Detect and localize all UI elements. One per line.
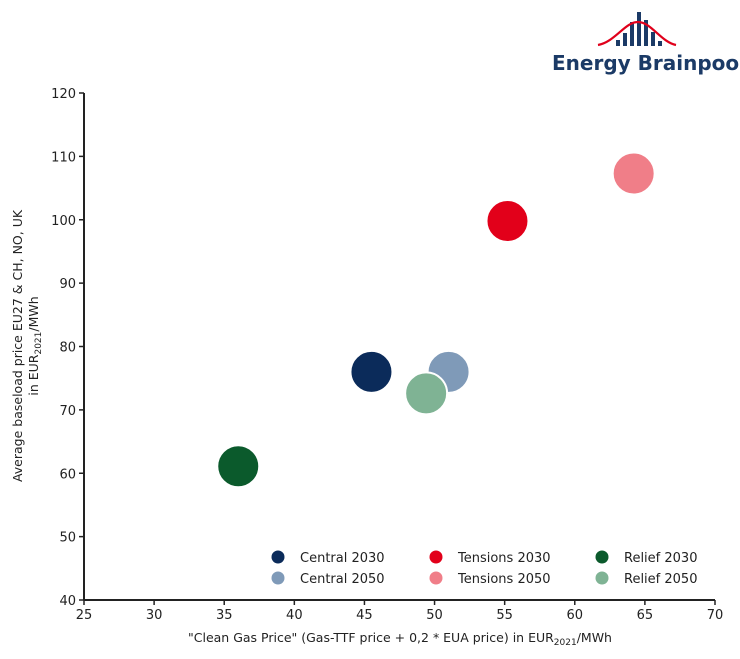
x-tick-label: 30 (146, 608, 163, 623)
x-tick-label: 35 (216, 608, 233, 623)
logo-curve-icon (597, 20, 677, 47)
legend-marker (595, 550, 609, 564)
x-tick-label: 70 (707, 608, 724, 623)
legend-label: Tensions 2030 (457, 551, 551, 566)
logo-bar (637, 12, 641, 46)
y-tick-label: 120 (51, 87, 76, 102)
legend-label: Relief 2050 (624, 572, 697, 587)
y-tick-label: 60 (59, 467, 76, 482)
logo-bar (616, 40, 620, 46)
svg-text:Average baseload price EU27 &: Average baseload price EU27 & CH, NO, UK (10, 209, 25, 482)
legend: Central 2030 Tensions 2030 Relief 2030 Cent… (271, 550, 697, 587)
legend-marker (429, 571, 443, 585)
logo-bar (651, 32, 655, 46)
legend-label: Relief 2030 (624, 551, 697, 566)
y-tick-label: 50 (59, 531, 76, 546)
y-axis-label: Average baseload price EU27 & CH, NO, UK… (10, 209, 44, 482)
logo-bar (623, 33, 627, 46)
logo-bar (630, 22, 634, 46)
y-tick-label: 90 (59, 277, 76, 292)
data-point (485, 199, 530, 244)
x-tick-label: 50 (426, 608, 443, 623)
svg-text:in EUR2021/MWh: in EUR2021/MWh (26, 296, 44, 395)
legend-label: Central 2030 (300, 551, 385, 566)
legend-label: Tensions 2050 (457, 572, 551, 587)
y-tick-label: 40 (59, 594, 76, 609)
legend-marker (271, 571, 285, 585)
y-tick-label: 110 (51, 150, 76, 165)
y-tick-label: 80 (59, 341, 76, 356)
legend-marker (429, 550, 443, 564)
data-point (611, 151, 656, 196)
x-tick-label: 25 (76, 608, 93, 623)
x-tick-label: 65 (637, 608, 654, 623)
logo-bar (658, 41, 662, 46)
x-tick-label: 40 (286, 608, 303, 623)
x-axis-label: "Clean Gas Price" (Gas-TTF price + 0,2 *… (188, 630, 612, 648)
axes: 25 30 35 40 45 50 55 60 65 70 40 50 60 70 80 90 100 110 12… (51, 87, 723, 623)
legend-label: Central 2050 (300, 572, 385, 587)
data-point (404, 371, 449, 416)
y-tick-label: 70 (59, 404, 76, 419)
data-point (216, 444, 261, 489)
logo: Energy Brainpool (552, 12, 740, 75)
data-points (216, 151, 656, 489)
legend-marker (271, 550, 285, 564)
logo-bars-icon (616, 12, 662, 46)
x-tick-label: 55 (496, 608, 513, 623)
logo-bar (644, 20, 648, 46)
x-tick-label: 45 (356, 608, 373, 623)
logo-text: Energy Brainpool (552, 51, 740, 75)
x-tick-label: 60 (567, 608, 584, 623)
data-point (349, 349, 394, 394)
legend-marker (595, 571, 609, 585)
y-tick-label: 100 (51, 214, 76, 229)
